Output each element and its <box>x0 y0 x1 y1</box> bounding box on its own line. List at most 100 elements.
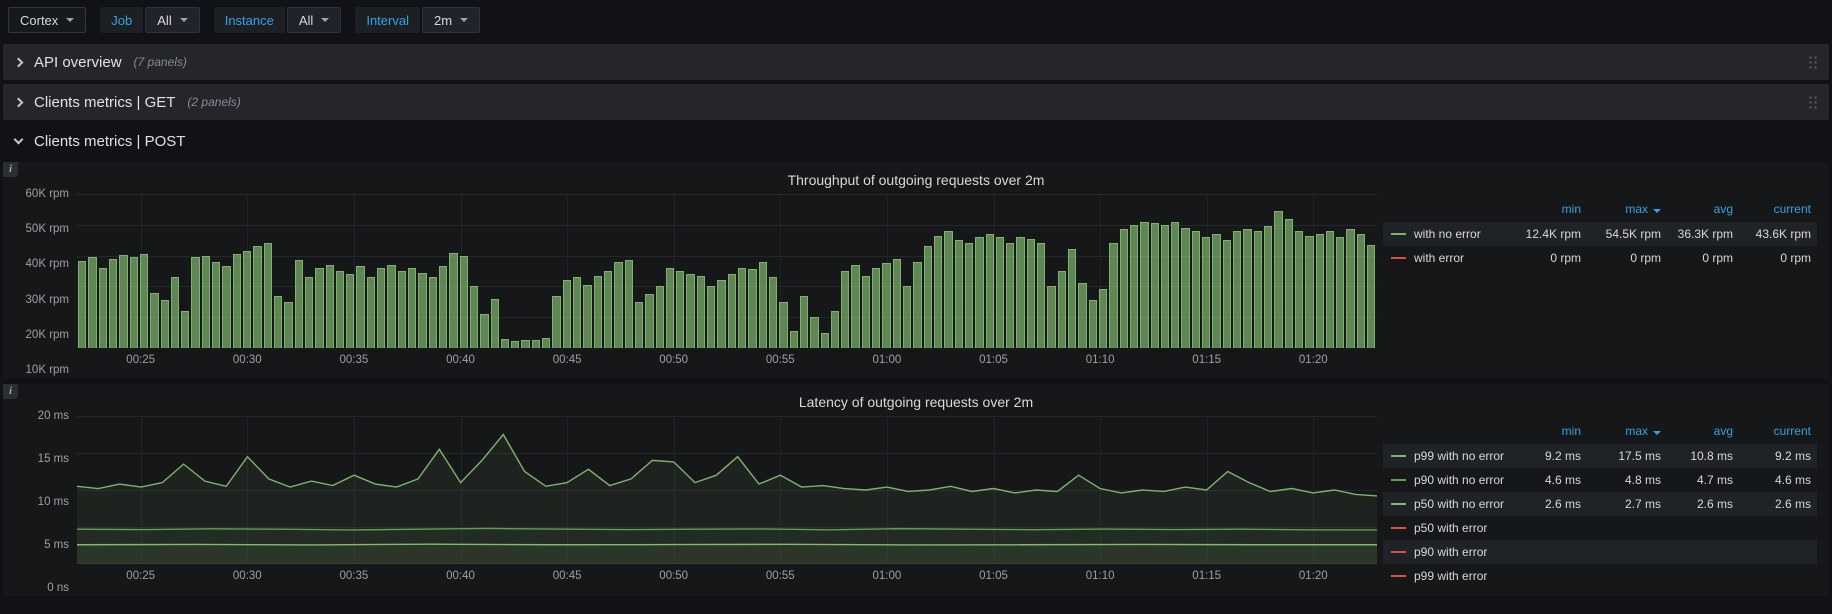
legend-column-header-max[interactable]: max <box>1587 424 1667 438</box>
drag-handle-icon[interactable] <box>1808 55 1817 69</box>
chart-plot-area[interactable] <box>77 194 1377 348</box>
legend-series-name-cell: p99 with no error <box>1383 449 1513 463</box>
throughput-bar <box>954 240 963 348</box>
throughput-bar <box>181 311 190 348</box>
throughput-bar <box>1336 237 1345 348</box>
grid-line-vertical <box>780 416 782 564</box>
chevron-down-icon <box>179 18 188 22</box>
x-axis-label: 00:50 <box>659 354 689 366</box>
legend-column-header-current[interactable]: current <box>1773 202 1811 216</box>
x-axis-label: 01:05 <box>979 354 1008 366</box>
legend-series-name[interactable]: p99 with error <box>1414 569 1488 583</box>
legend-series-row[interactable]: p90 with error <box>1383 540 1817 564</box>
legend-series-name[interactable]: with no error <box>1414 227 1481 241</box>
throughput-bar <box>892 258 901 348</box>
legend-column-header-avg[interactable]: avg <box>1713 424 1733 438</box>
legend-series-name-cell: p90 with error <box>1383 545 1513 559</box>
grid-line-horizontal <box>77 453 1377 454</box>
grid-line-vertical <box>673 194 675 348</box>
legend-series-row[interactable]: p99 with no error 9.2 ms 17.5 ms 10.8 ms 9.2… <box>1383 444 1817 468</box>
throughput-bar <box>108 258 118 348</box>
x-axis-label: 01:20 <box>1298 570 1328 582</box>
series-color-dash-icon[interactable] <box>1391 503 1406 505</box>
panel-title[interactable]: Latency of outgoing requests over 2m <box>798 394 1034 410</box>
variable-instance-label: Instance <box>213 7 285 33</box>
series-color-dash-icon[interactable] <box>1391 233 1406 235</box>
throughput-bar <box>1253 230 1262 348</box>
row-clients-metrics-post[interactable]: Clients metrics | POST <box>3 126 1829 156</box>
panel-info-icon[interactable]: i <box>3 384 18 399</box>
grid-line-horizontal <box>77 194 1377 195</box>
legend-series-row[interactable]: with error 0 rpm 0 rpm 0 rpm 0 rpm <box>1383 246 1817 270</box>
throughput-bar <box>418 272 427 348</box>
variable-instance-value-dropdown[interactable]: All <box>286 7 342 33</box>
throughput-bar <box>191 257 200 348</box>
throughput-bar <box>1191 230 1201 348</box>
grid-line-vertical <box>567 194 569 348</box>
series-color-dash-icon[interactable] <box>1391 551 1406 553</box>
x-axis-label: 01:05 <box>979 570 1008 582</box>
row-api-overview[interactable]: API overview (7 panels) <box>3 44 1829 80</box>
legend-column-header-current[interactable]: current <box>1773 424 1811 438</box>
legend-series-row[interactable]: p50 with error <box>1383 516 1817 540</box>
grid-line-horizontal <box>77 563 1377 564</box>
row-panel-count: (2 panels) <box>187 95 241 109</box>
grid-line-vertical <box>567 416 569 564</box>
series-color-dash-icon[interactable] <box>1391 479 1406 481</box>
throughput-bar <box>933 235 943 348</box>
series-color-dash-icon[interactable] <box>1391 257 1406 259</box>
throughput-bar <box>88 257 97 348</box>
legend-value-cell: 4.6 ms <box>1774 473 1811 487</box>
throughput-bar <box>1294 230 1304 348</box>
y-axis-label: 0 ns <box>47 582 69 594</box>
panel-info-icon[interactable]: i <box>3 162 18 177</box>
legend-series-row[interactable]: p99 with error <box>1383 564 1817 588</box>
series-color-dash-icon[interactable] <box>1391 527 1406 529</box>
legend-series-name[interactable]: p99 with no error <box>1414 449 1505 463</box>
legend-value-cell: 12.4K rpm <box>1525 227 1581 241</box>
legend-series-name[interactable]: p50 with no error <box>1414 497 1505 511</box>
legend-series-row[interactable]: p90 with no error 4.6 ms 4.8 ms 4.7 ms 4.6 m… <box>1383 468 1817 492</box>
throughput-bar <box>861 275 871 348</box>
legend-rows: p99 with no error 9.2 ms 17.5 ms 10.8 ms 9.2… <box>1383 444 1817 588</box>
row-clients-metrics-get[interactable]: Clients metrics | GET (2 panels) <box>3 84 1829 120</box>
legend-series-name[interactable]: with error <box>1414 251 1465 265</box>
legend-value-cell: 36.3K rpm <box>1677 227 1733 241</box>
legend-series-row[interactable]: p50 with no error 2.6 ms 2.7 ms 2.6 ms 2.6 m… <box>1383 492 1817 516</box>
x-axis: 00:25 00:30 00:35 00:40 00:45 00:50 00:55 01:00… <box>77 564 1377 586</box>
variable-job-value-dropdown[interactable]: All <box>145 7 200 33</box>
x-axis-label: 00:35 <box>339 354 369 366</box>
legend-column-header-min[interactable]: min <box>1561 202 1581 216</box>
variable-interval-label: Interval <box>355 7 420 33</box>
series-color-dash-icon[interactable] <box>1391 455 1406 457</box>
panel-latency: i Latency of outgoing requests over 2m 2… <box>3 384 1829 596</box>
chart-plot-area[interactable] <box>77 416 1377 564</box>
legend-series-name[interactable]: p90 with error <box>1414 545 1488 559</box>
legend-column-header-max[interactable]: max <box>1587 202 1667 216</box>
x-axis-label: 00:35 <box>339 570 369 582</box>
throughput-bar <box>315 267 324 348</box>
throughput-bar <box>1346 229 1355 348</box>
variable-interval-value-dropdown[interactable]: 2m <box>421 7 481 33</box>
throughput-bar <box>139 254 149 348</box>
throughput-bar <box>1006 243 1015 348</box>
grid-line-vertical <box>1313 194 1315 348</box>
throughput-bar <box>676 271 685 348</box>
legend-column-header-avg[interactable]: avg <box>1713 202 1733 216</box>
throughput-bar <box>995 237 1005 348</box>
x-axis-label: 00:40 <box>446 570 475 582</box>
x-axis-label: 00:25 <box>126 570 156 582</box>
series-color-dash-icon[interactable] <box>1391 575 1406 577</box>
throughput-bar <box>356 266 365 348</box>
legend-series-name[interactable]: p50 with error <box>1414 521 1488 535</box>
y-axis-label: 20K rpm <box>25 328 69 341</box>
bar-series <box>77 194 1377 348</box>
grid-line-horizontal <box>77 224 1377 226</box>
panel-title[interactable]: Throughput of outgoing requests over 2m <box>787 172 1045 188</box>
datasource-dropdown[interactable]: Cortex <box>8 7 87 33</box>
legend-column-header-min[interactable]: min <box>1561 424 1581 438</box>
grid-line-vertical <box>1100 194 1102 348</box>
legend-series-row[interactable]: with no error 12.4K rpm 54.5K rpm 36.3K rpm… <box>1383 222 1817 246</box>
legend-series-name[interactable]: p90 with no error <box>1414 473 1505 487</box>
drag-handle-icon[interactable] <box>1808 95 1817 109</box>
